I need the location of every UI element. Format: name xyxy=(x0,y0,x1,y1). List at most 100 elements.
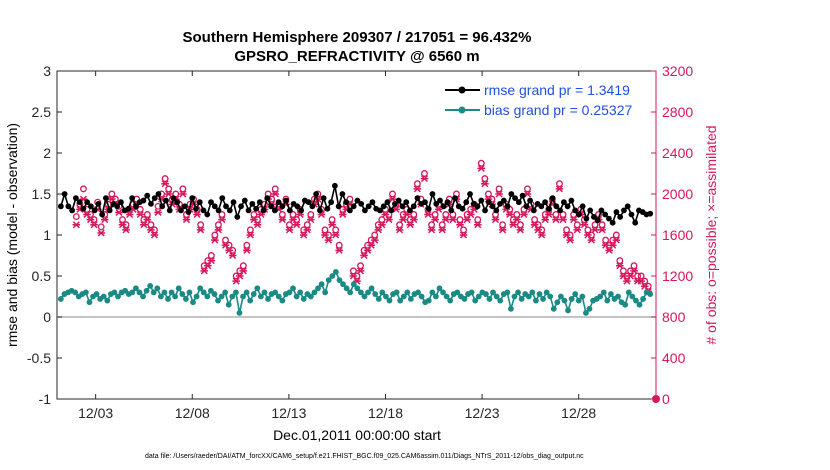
bias-point xyxy=(529,289,536,296)
rmse-point xyxy=(444,199,451,206)
assimilated-obs-marker xyxy=(154,208,162,216)
bias-point xyxy=(533,297,539,304)
bias-point xyxy=(140,293,146,300)
bias-point xyxy=(472,297,479,304)
assimilated-obs-marker xyxy=(513,216,521,224)
bias-point xyxy=(179,291,186,297)
rmse-point xyxy=(407,207,413,214)
assimilated-obs-marker xyxy=(235,272,244,280)
x-tick-label: 12/03 xyxy=(78,405,113,421)
bias-point xyxy=(272,289,279,296)
bias-point xyxy=(57,296,64,302)
assimilated-obs-marker xyxy=(640,282,649,290)
possible-obs-marker xyxy=(438,221,446,229)
possible-obs-marker xyxy=(271,185,279,193)
assimilated-obs-marker xyxy=(537,231,546,239)
assimilated-obs-marker xyxy=(211,236,219,244)
possible-obs-marker xyxy=(410,211,418,218)
rmse-point xyxy=(403,199,410,206)
assimilated-obs-marker xyxy=(630,267,638,275)
right-y-tick-label: 400 xyxy=(662,350,686,366)
assimilated-obs-marker xyxy=(601,241,610,249)
rmse-point xyxy=(399,203,406,210)
rmse-point xyxy=(163,197,169,204)
bias-point xyxy=(475,293,482,300)
bias-point xyxy=(575,297,582,304)
assimilated-obs-marker xyxy=(360,251,368,260)
rmse-series xyxy=(57,182,654,226)
possible-obs-marker xyxy=(250,211,258,218)
rmse-point xyxy=(557,207,564,214)
bias-point xyxy=(229,293,236,300)
data-file-footnote: data file: /Users/raeder/DAI/ATM_forcXX/… xyxy=(145,453,584,460)
assimilated-obs-marker xyxy=(278,216,287,224)
bias-point xyxy=(247,297,254,304)
x-tick-label: 12/28 xyxy=(561,405,596,421)
rmse-point xyxy=(193,205,199,212)
bias-point xyxy=(297,289,304,296)
assimilated-obs-marker xyxy=(459,231,468,239)
rmse-point xyxy=(485,199,492,206)
rmse-point xyxy=(118,199,124,206)
rmse-point xyxy=(230,199,237,206)
bias-point xyxy=(558,293,564,300)
bias-point xyxy=(322,289,329,296)
rmse-point xyxy=(358,200,365,207)
assimilated-obs-marker xyxy=(520,210,528,219)
left-y-tick-label: 3 xyxy=(43,63,51,79)
bias-point xyxy=(136,289,143,296)
rmse-point xyxy=(478,197,485,204)
x-axis-label: Dec.01,2011 00:00:00 start xyxy=(273,427,441,443)
bias-point xyxy=(307,293,314,300)
rmse-point xyxy=(572,207,579,214)
assimilated-obs-marker xyxy=(125,210,134,219)
right-y-tick-label: 3200 xyxy=(662,63,693,79)
bias-point xyxy=(418,293,425,300)
rmse-point xyxy=(575,211,582,218)
bias-point xyxy=(311,289,318,296)
assimilated-obs-marker xyxy=(363,246,372,254)
possible-obs-marker xyxy=(616,257,624,265)
bias-point xyxy=(111,289,118,296)
assimilated-obs-marker xyxy=(182,216,191,224)
legend: rmse grand pr = 1.3419 bias grand pr = 0… xyxy=(445,82,632,118)
assimilated-obs-marker xyxy=(378,221,386,229)
assimilated-obs-marker xyxy=(367,241,375,249)
rmse-point xyxy=(219,195,226,202)
assimilated-obs-marker xyxy=(495,190,503,198)
possible-obs-marker xyxy=(602,236,610,244)
possible-obs-marker xyxy=(552,211,560,218)
assimilated-obs-marker xyxy=(473,221,482,229)
rmse-point xyxy=(324,205,331,212)
bias-point xyxy=(504,289,511,296)
possible-obs-marker xyxy=(460,226,467,234)
rmse-point xyxy=(178,207,184,214)
bias-point xyxy=(275,293,282,300)
bias-point xyxy=(447,297,454,304)
rmse-point xyxy=(347,207,353,214)
assimilated-obs-marker xyxy=(335,246,344,254)
right-y-tick-label: 0 xyxy=(662,391,670,407)
rmse-point xyxy=(515,199,522,206)
possible-obs-marker xyxy=(136,205,144,213)
assimilated-obs-marker xyxy=(545,210,553,219)
bias-point xyxy=(132,285,139,292)
bias-point xyxy=(622,301,629,308)
bias-point xyxy=(600,289,607,296)
rmse-point xyxy=(238,203,244,210)
bias-point xyxy=(197,285,204,292)
possible-obs-marker xyxy=(413,180,421,188)
assimilated-obs-marker xyxy=(505,210,514,219)
assimilated-obs-marker xyxy=(239,267,248,275)
rmse-point xyxy=(339,191,346,197)
bias-point xyxy=(400,293,407,300)
rmse-point xyxy=(433,200,440,207)
rmse-point xyxy=(95,200,102,207)
bias-point xyxy=(440,289,446,296)
bias-point xyxy=(568,296,575,302)
rmse-point xyxy=(624,203,631,210)
bias-point xyxy=(336,277,343,283)
possible-obs-marker xyxy=(211,231,219,239)
rmse-point xyxy=(271,207,278,214)
rmse-point xyxy=(343,199,350,206)
